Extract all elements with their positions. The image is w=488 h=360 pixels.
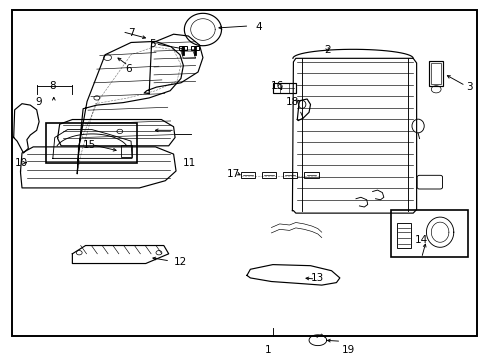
Text: 13: 13 xyxy=(310,273,324,283)
Text: 19: 19 xyxy=(341,345,354,355)
Text: 9: 9 xyxy=(36,96,42,107)
Text: 16: 16 xyxy=(270,81,284,91)
Text: 12: 12 xyxy=(174,257,187,267)
Bar xyxy=(261,172,276,178)
Text: 5: 5 xyxy=(149,39,156,49)
Text: 6: 6 xyxy=(124,64,131,74)
Bar xyxy=(396,223,410,248)
Bar xyxy=(121,145,132,157)
Text: 15: 15 xyxy=(82,140,96,150)
Text: 11: 11 xyxy=(183,158,196,168)
Bar xyxy=(390,210,468,257)
Text: 3: 3 xyxy=(465,82,472,92)
Text: 14: 14 xyxy=(414,235,427,246)
Text: 4: 4 xyxy=(255,22,262,32)
Text: 2: 2 xyxy=(324,45,330,55)
Bar xyxy=(190,46,198,50)
Text: 17: 17 xyxy=(226,168,240,179)
Bar xyxy=(430,63,440,84)
Text: 10: 10 xyxy=(15,158,27,168)
Bar xyxy=(240,172,255,178)
Bar xyxy=(304,172,318,178)
Bar xyxy=(179,46,187,50)
Text: 1: 1 xyxy=(264,345,271,355)
Bar xyxy=(282,172,297,178)
Bar xyxy=(46,123,137,163)
Text: 8: 8 xyxy=(49,81,56,91)
Bar xyxy=(272,83,296,93)
Text: 7: 7 xyxy=(127,28,134,38)
Text: 18: 18 xyxy=(285,96,299,107)
Bar xyxy=(428,61,442,86)
